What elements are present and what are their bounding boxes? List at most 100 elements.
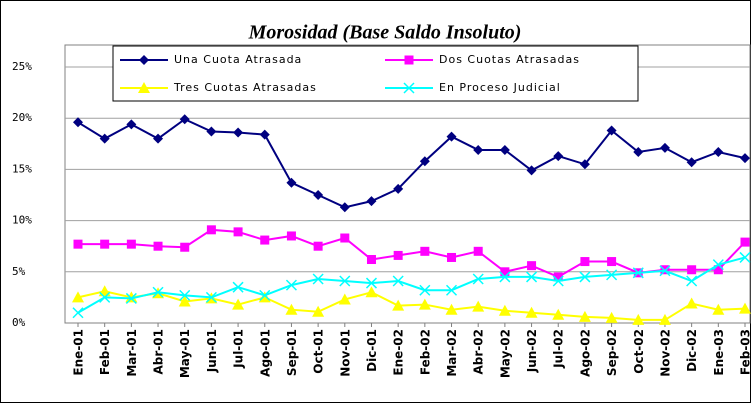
x-tick-label: Dic-01	[365, 329, 379, 372]
data-point	[527, 261, 537, 271]
x-tick-label: Oct-02	[632, 329, 646, 374]
data-point	[499, 144, 510, 155]
data-point	[339, 275, 351, 287]
data-point	[659, 142, 670, 153]
legend-label: En Proceso Judicial	[439, 81, 561, 94]
data-point	[366, 255, 376, 265]
data-point	[739, 302, 751, 314]
data-point	[740, 237, 750, 247]
x-tick-label: Jul-01	[232, 329, 246, 369]
data-point	[498, 304, 511, 316]
x-tick-label: Oct-01	[312, 329, 326, 374]
x-tick-label: Dic-02	[685, 329, 699, 372]
data-point	[740, 153, 750, 164]
legend-box	[112, 45, 639, 102]
data-point	[445, 284, 458, 296]
data-point	[607, 257, 617, 267]
x-tick-label: Nov-02	[658, 329, 672, 377]
data-point	[499, 271, 511, 283]
x-tick-label: May-02	[498, 329, 512, 378]
data-point	[605, 311, 618, 323]
data-point	[525, 306, 538, 318]
y-tick-label: 0%	[12, 316, 26, 329]
data-point	[606, 125, 617, 136]
data-point	[285, 303, 298, 315]
data-point	[632, 313, 645, 325]
data-point	[713, 265, 723, 275]
x-tick-label: Sep-01	[285, 329, 299, 376]
x-tick-label: Ene-01	[72, 329, 86, 376]
legend-marker	[138, 82, 150, 93]
legend-label: Tres Cuotas Atrasadas	[173, 81, 317, 94]
data-point	[419, 156, 430, 167]
data-point	[286, 231, 296, 241]
data-point	[553, 151, 564, 162]
y-tick-label: 20%	[12, 111, 32, 124]
y-tick-label: 25%	[12, 60, 32, 73]
data-point	[392, 299, 405, 311]
x-tick-label: Jun-01	[205, 329, 219, 373]
data-point	[472, 273, 484, 285]
data-point	[153, 241, 163, 251]
data-point	[312, 273, 324, 285]
data-point	[153, 133, 164, 144]
x-tick-label: Jul-02	[552, 329, 566, 369]
data-point	[552, 275, 564, 287]
data-point	[445, 303, 458, 315]
data-point	[447, 252, 457, 262]
chart-title: Morosidad (Base Saldo Insoluto)	[248, 22, 522, 44]
data-point	[340, 233, 350, 243]
data-point	[713, 146, 724, 157]
data-point	[420, 246, 430, 256]
data-point	[633, 146, 644, 157]
data-point	[125, 291, 138, 303]
legend-label: Dos Cuotas Atrasadas	[439, 53, 580, 66]
data-point	[206, 126, 217, 137]
x-tick-label: Mar-02	[445, 329, 459, 377]
data-point	[365, 277, 378, 289]
x-tick-label: Nov-01	[338, 329, 352, 377]
data-point	[99, 291, 111, 303]
data-point	[685, 297, 698, 309]
data-point	[260, 235, 270, 245]
legend-marker	[139, 55, 149, 65]
y-tick-label: 15%	[12, 162, 32, 175]
x-tick-label: Feb-02	[418, 329, 432, 375]
data-point	[338, 293, 351, 305]
data-point	[179, 289, 191, 301]
x-tick-label: Ago-01	[258, 329, 272, 377]
data-point	[658, 313, 671, 325]
data-point	[526, 165, 537, 176]
data-point	[606, 269, 618, 281]
data-point	[99, 133, 110, 144]
data-point	[686, 157, 697, 168]
data-point	[126, 239, 136, 249]
data-point	[366, 196, 377, 207]
data-point	[233, 127, 244, 138]
data-point	[179, 114, 190, 125]
x-tick-label: May-01	[178, 329, 192, 378]
data-point	[233, 227, 243, 237]
data-point	[72, 291, 84, 303]
x-tick-label: Ene-02	[392, 329, 406, 376]
data-point	[313, 190, 324, 200]
data-point	[232, 298, 245, 310]
data-point	[418, 298, 431, 310]
x-tick-label: Abr-02	[472, 329, 486, 374]
data-point	[659, 265, 671, 277]
data-point	[259, 289, 271, 301]
data-point	[712, 303, 725, 315]
data-point	[206, 225, 216, 235]
x-tick-label: Sep-02	[605, 329, 619, 376]
data-point	[500, 267, 510, 277]
data-point	[419, 284, 431, 296]
data-point	[259, 129, 270, 140]
data-point	[205, 291, 217, 303]
data-point	[473, 246, 483, 256]
data-point	[178, 295, 191, 307]
data-point	[312, 305, 325, 317]
data-point	[73, 239, 83, 249]
data-point	[552, 308, 565, 320]
data-point	[473, 144, 484, 155]
